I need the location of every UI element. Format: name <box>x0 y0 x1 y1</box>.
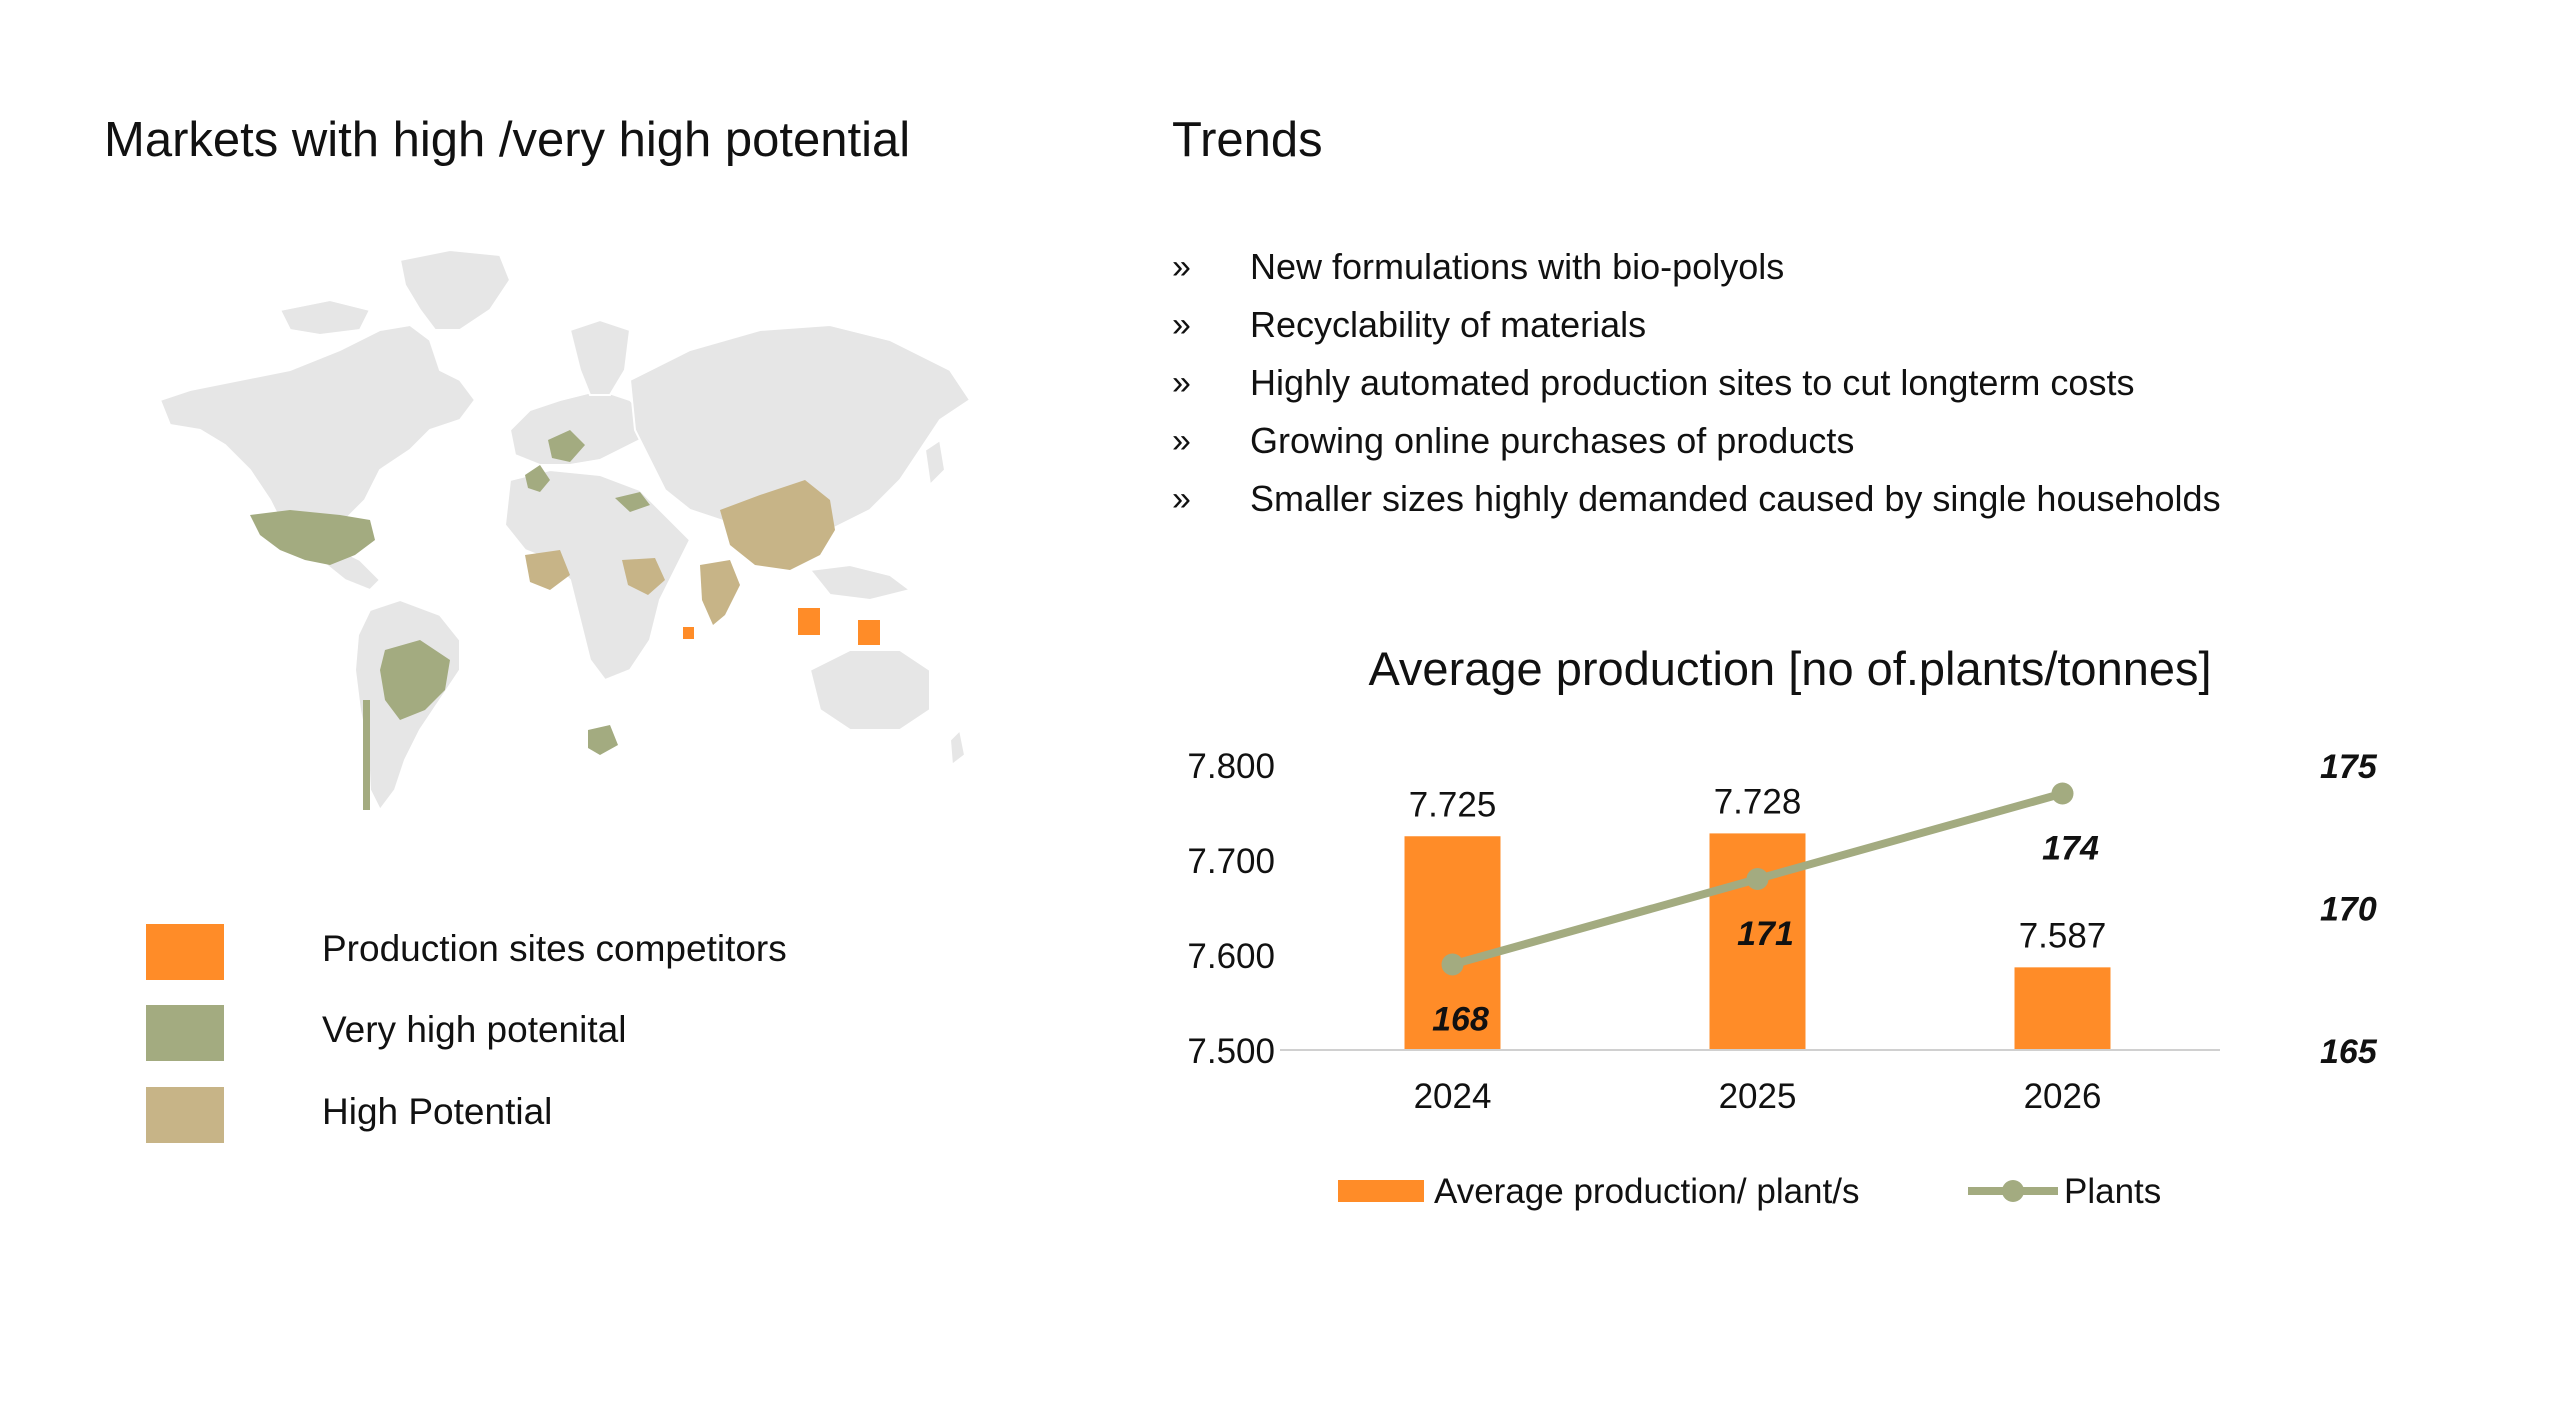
chart-title: Average production [no of.plants/tonnes] <box>1368 642 2211 695</box>
plants-point-2024 <box>1441 953 1464 976</box>
y-right-tick-label: 165 <box>2320 1033 2378 1071</box>
high-potential-markets <box>525 480 835 625</box>
plants-data-label: 174 <box>2042 830 2099 868</box>
trend-text: New formulations with bio-polyols <box>1250 246 1785 287</box>
y-left-tick-label: 7.700 <box>1187 842 1275 881</box>
production-sites-competitors <box>683 608 880 645</box>
y-left-tick-label: 7.800 <box>1187 747 1275 786</box>
legend-swatch-very-high-potential <box>146 1005 224 1061</box>
y-left-tick-label: 7.500 <box>1187 1032 1275 1071</box>
market-western-europe <box>525 465 550 492</box>
legend-swatch-high-potential <box>146 1087 224 1143</box>
trend-text: Recyclability of materials <box>1250 304 1647 345</box>
plants-point-2026 <box>2051 782 2074 805</box>
legend-swatch-average-production <box>1338 1180 1424 1202</box>
production-site-marker-2 <box>798 608 820 635</box>
legend-label-plants: Plants <box>2064 1172 2161 1211</box>
landmass-europe <box>508 388 652 466</box>
landmass-asia <box>628 323 972 552</box>
landmass-japan <box>923 438 947 488</box>
landmass-north-america <box>158 323 477 592</box>
bar-data-label: 7.728 <box>1714 782 1802 821</box>
bar-2024 <box>1404 836 1501 1050</box>
market-central-europe <box>548 430 585 462</box>
trend-text: Smaller sizes highly demanded caused by … <box>1250 478 2221 519</box>
trends-title: Trends <box>1172 113 1323 167</box>
trend-bullet: » <box>1172 364 1191 402</box>
plants-data-label: 171 <box>1737 915 1794 953</box>
y-right-tick-label: 170 <box>2320 891 2377 929</box>
production-site-marker-1 <box>683 627 694 639</box>
trend-bullet: » <box>1172 422 1191 460</box>
market-usa <box>250 510 375 565</box>
bar-2026 <box>2014 967 2111 1050</box>
legend-label-very-high-potential: Very high potenital <box>322 1009 627 1050</box>
legend-swatch-production-sites <box>146 924 224 980</box>
landmass-scandinavia <box>568 318 632 396</box>
trend-text: Growing online purchases of products <box>1250 420 1855 461</box>
trend-bullet: » <box>1172 480 1191 518</box>
market-india <box>700 560 740 625</box>
market-saudi-arabia <box>622 558 665 595</box>
plants-point-2025 <box>1746 868 1769 890</box>
very-high-potential-markets <box>250 430 650 810</box>
market-south-africa <box>588 725 618 755</box>
landmass-greenland <box>398 248 512 331</box>
legend-label-production-sites: Production sites competitors <box>322 928 787 969</box>
map-section-title: Markets with high /very high potential <box>104 113 911 167</box>
bar-data-label: 7.587 <box>2019 916 2107 955</box>
landmass-southeast-asia <box>808 563 913 602</box>
legend-label-average-production: Average production/ plant/s <box>1434 1172 1859 1211</box>
bar-data-label: 7.725 <box>1409 785 1497 824</box>
x-tick-label: 2025 <box>1719 1077 1797 1116</box>
trend-bullet: » <box>1172 306 1191 344</box>
market-china <box>720 480 835 570</box>
y-right-tick-label: 175 <box>2320 748 2378 786</box>
landmass-arctic-islands <box>278 298 372 337</box>
landmass-new-zealand <box>948 727 967 767</box>
market-brazil <box>380 640 450 720</box>
production-site-marker-3 <box>858 620 880 645</box>
production-chart: Average production [no of.plants/tonnes]… <box>1187 642 2378 1211</box>
plants-data-label: 168 <box>1432 1001 1489 1039</box>
x-tick-label: 2024 <box>1414 1077 1492 1116</box>
trend-bullet: » <box>1172 248 1191 286</box>
legend-marker-plants <box>2002 1180 2024 1202</box>
market-chile <box>363 700 370 810</box>
world-map-land <box>158 248 972 812</box>
landmass-australia <box>808 649 931 731</box>
x-tick-label: 2026 <box>2024 1077 2102 1116</box>
world-map <box>158 248 972 812</box>
market-turkey <box>615 492 650 512</box>
legend-label-high-potential: High Potential <box>322 1091 553 1132</box>
trend-text: Highly automated production sites to cut… <box>1250 362 2135 403</box>
y-left-tick-label: 7.600 <box>1187 937 1275 976</box>
market-algeria <box>525 550 570 590</box>
